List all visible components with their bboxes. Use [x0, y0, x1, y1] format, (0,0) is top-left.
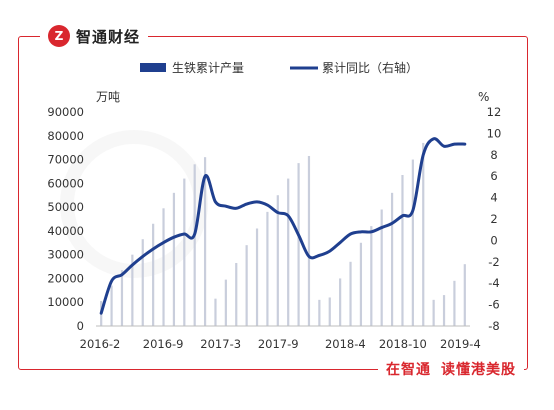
y-right-tick-label: 6	[490, 169, 497, 183]
bar-2016-5	[131, 254, 134, 326]
bar-2018-5	[359, 242, 363, 326]
bar-2016-10	[183, 178, 186, 326]
brand-name: 智通财经	[76, 27, 141, 46]
brand-logo-icon: Z	[48, 25, 70, 47]
bar-2016-4	[120, 270, 124, 326]
bar-2018-10	[411, 159, 414, 326]
y-left-tick-label: 30000	[47, 248, 84, 262]
x-tick-label: 2016-2	[80, 337, 121, 351]
bar-2019-2	[442, 295, 446, 326]
y-right-tick-label: 8	[490, 148, 497, 162]
bar-2016-8	[162, 208, 165, 326]
y-left-tick-label: 0	[77, 319, 84, 333]
x-tick-label: 2019-4	[440, 337, 481, 351]
bar-2017-8	[276, 195, 279, 326]
bar-2017-10	[297, 163, 300, 326]
legend-line-label: 累计同比（右轴）	[322, 60, 418, 75]
bar-2018-12	[432, 299, 435, 326]
y-left-tick-label: 80000	[47, 129, 84, 143]
x-tick-label: 2017-3	[200, 337, 241, 351]
legend: 生铁累计产量 累计同比（右轴）	[140, 60, 418, 75]
y-left-tick-label: 50000	[47, 200, 84, 214]
legend-bar-swatch	[140, 63, 166, 72]
y-right-unit: %	[478, 90, 489, 104]
bar-2018-3	[339, 278, 342, 326]
y-right-tick-label: -4	[488, 276, 499, 290]
bar-2017-4	[235, 262, 238, 326]
bar-2016-11	[193, 164, 196, 326]
y-right-tick-label: 10	[487, 126, 502, 140]
x-tick-label: 2018-4	[325, 337, 366, 351]
y-left-tick-label: 10000	[47, 295, 84, 309]
line-series	[99, 137, 467, 315]
bar-2018-4	[349, 261, 352, 326]
bar-2017-11	[307, 155, 311, 326]
bar-2016-9	[172, 192, 176, 326]
bar-2017-6	[255, 228, 259, 326]
bar-2016-7	[152, 223, 155, 326]
bar-2017-12	[318, 299, 321, 326]
bar-2016-3	[110, 285, 113, 326]
brand-header: Z 智通财经	[40, 22, 149, 50]
bar-2018-11	[422, 142, 425, 326]
y-right-tick-label: 2	[490, 212, 497, 226]
x-tick-label: 2017-9	[258, 337, 299, 351]
y-right-tick-label: 0	[490, 233, 497, 247]
y-right-tick-label: -8	[488, 319, 499, 333]
bar-2018-9	[401, 175, 404, 326]
y-left-tick-label: 20000	[47, 271, 84, 285]
bar-series	[100, 142, 466, 326]
y-left-tick-label: 90000	[47, 105, 84, 119]
footer-slogan: 在智通 读懂港美股	[378, 358, 524, 380]
footer-slogan-part2: 读懂港美股	[441, 362, 516, 378]
y-left-tick-label: 70000	[47, 153, 84, 167]
bar-2017-9	[287, 178, 290, 326]
chart-frame	[18, 36, 528, 370]
bar-2018-8	[390, 192, 394, 326]
x-tick-label: 2018-10	[379, 337, 427, 351]
y-left-unit: 万吨	[96, 90, 120, 104]
y-left-tick-label: 40000	[47, 224, 84, 238]
bar-2019-3	[453, 280, 456, 326]
bar-2019-4	[463, 264, 466, 326]
y-right-tick-label: -2	[488, 255, 499, 269]
y-right-tick-label: 4	[490, 191, 497, 205]
y-left-tick-label: 60000	[47, 176, 84, 190]
bar-2017-2	[214, 298, 217, 326]
bar-2016-6	[141, 239, 144, 326]
bar-2016-12	[203, 157, 207, 326]
bar-2018-7	[380, 209, 383, 326]
y-right-tick-label: -6	[488, 298, 499, 312]
legend-bar-label: 生铁累计产量	[172, 61, 244, 75]
x-tick-label: 2016-9	[143, 337, 184, 351]
bar-2017-7	[266, 211, 269, 326]
bar-2018-6	[370, 226, 373, 326]
y-right-tick-label: 12	[487, 105, 502, 119]
footer-slogan-part1: 在智通	[386, 362, 431, 378]
bar-2018-2	[328, 297, 331, 326]
bar-2017-3	[224, 279, 227, 326]
bar-2017-5	[245, 245, 248, 326]
line-yoy-growth	[99, 137, 467, 315]
axes: 0 10000 20000 30000 40000 50000 60000 70000 8000…	[47, 105, 501, 351]
